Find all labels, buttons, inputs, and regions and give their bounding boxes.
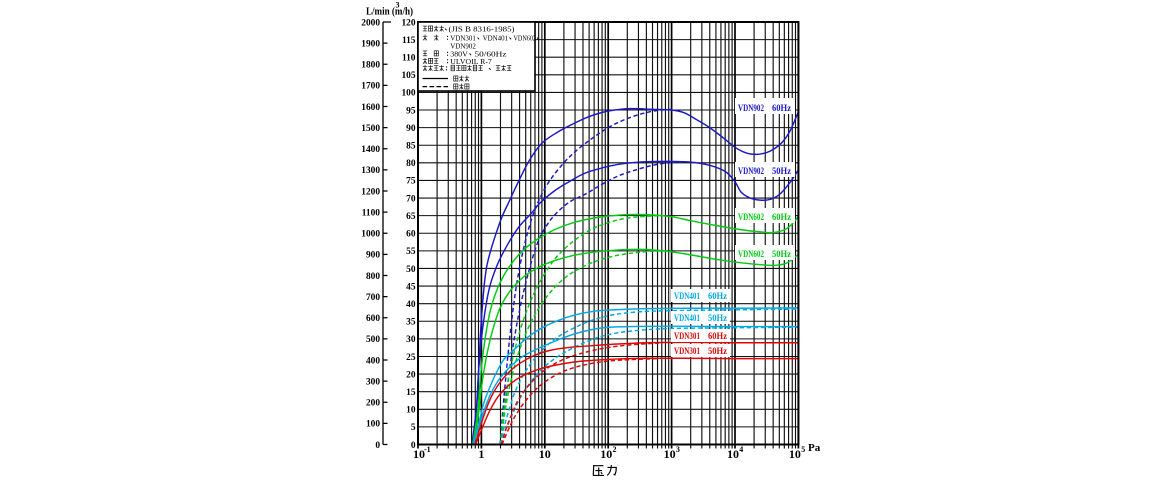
svg-text:80: 80 (406, 159, 416, 169)
svg-text:10: 10 (406, 406, 416, 416)
svg-text:VDN602: VDN602 (738, 213, 764, 223)
svg-text:1300: 1300 (361, 166, 380, 176)
svg-text:1800: 1800 (361, 61, 380, 71)
svg-text:3: 3 (676, 445, 680, 454)
svg-text:VDN602: VDN602 (514, 35, 537, 43)
svg-text:55: 55 (406, 247, 416, 257)
svg-text:65: 65 (406, 212, 416, 222)
svg-text:50Hz: 50Hz (708, 314, 728, 324)
svg-text:70: 70 (406, 194, 416, 204)
svg-text:0: 0 (411, 441, 416, 451)
svg-text:105: 105 (401, 71, 415, 81)
svg-text:120: 120 (401, 18, 415, 28)
svg-text:60: 60 (406, 230, 416, 240)
svg-text:60Hz: 60Hz (708, 332, 728, 342)
svg-text:25: 25 (406, 353, 416, 363)
svg-text:1400: 1400 (361, 145, 380, 155)
svg-text:VDN902: VDN902 (738, 167, 764, 177)
svg-text:30: 30 (406, 335, 416, 345)
svg-text:75: 75 (406, 177, 416, 187)
svg-text:ULVOIL R-7: ULVOIL R-7 (450, 58, 492, 66)
svg-text:85: 85 (406, 142, 416, 152)
svg-text:(JIS B 8316-1985): (JIS B 8316-1985) (449, 26, 516, 34)
svg-text:-1: -1 (424, 445, 431, 454)
svg-text:60Hz: 60Hz (772, 104, 792, 114)
svg-text:L/min (m/h): L/min (m/h) (366, 7, 413, 18)
svg-text:700: 700 (366, 293, 380, 303)
svg-text:VDN602: VDN602 (738, 250, 764, 260)
svg-text:200: 200 (366, 399, 380, 409)
svg-text:45: 45 (406, 282, 416, 292)
svg-text:300: 300 (366, 377, 380, 387)
svg-text:2: 2 (613, 445, 617, 454)
svg-text:VDN301: VDN301 (674, 347, 700, 357)
svg-text:50Hz: 50Hz (772, 167, 792, 177)
svg-text:10: 10 (664, 447, 676, 461)
svg-text:1700: 1700 (361, 82, 380, 92)
svg-text:1900: 1900 (361, 39, 380, 49)
svg-text:1500: 1500 (361, 124, 380, 134)
svg-text:115: 115 (402, 36, 416, 46)
svg-text:10: 10 (413, 447, 425, 461)
svg-text:5: 5 (801, 445, 805, 454)
svg-text:1000: 1000 (361, 230, 380, 240)
svg-text:400: 400 (366, 356, 380, 366)
svg-text:600: 600 (366, 314, 380, 324)
svg-text:380V: 380V (450, 50, 468, 58)
svg-text:2000: 2000 (361, 18, 380, 28)
svg-text:VDN902: VDN902 (450, 43, 476, 51)
svg-text:100: 100 (366, 420, 380, 430)
svg-text:10: 10 (727, 447, 739, 461)
svg-text:1200: 1200 (361, 187, 380, 197)
svg-text:1600: 1600 (361, 103, 380, 113)
svg-text:40: 40 (406, 300, 416, 310)
svg-text:50/60Hz: 50/60Hz (475, 50, 507, 58)
svg-text:10: 10 (789, 447, 801, 461)
svg-text:60Hz: 60Hz (708, 292, 728, 302)
svg-text:Pa: Pa (808, 442, 821, 454)
svg-text:50Hz: 50Hz (708, 347, 728, 357)
svg-text:500: 500 (366, 335, 380, 345)
svg-text:1100: 1100 (362, 208, 381, 218)
svg-text:0: 0 (375, 441, 380, 451)
svg-text:VDN401: VDN401 (674, 292, 700, 302)
svg-text:VDN301: VDN301 (674, 332, 700, 342)
svg-text:4: 4 (739, 445, 743, 454)
svg-text:90: 90 (406, 124, 416, 134)
svg-text:3: 3 (396, 1, 400, 10)
svg-text:10: 10 (539, 447, 551, 461)
svg-text:900: 900 (366, 251, 380, 261)
svg-text:100: 100 (401, 89, 415, 99)
svg-text:35: 35 (406, 318, 416, 328)
svg-text:VDN401: VDN401 (483, 35, 509, 43)
svg-text:800: 800 (366, 272, 380, 282)
svg-text:20: 20 (406, 370, 416, 380)
svg-text:10: 10 (600, 447, 612, 461)
svg-text:50: 50 (406, 265, 416, 275)
svg-text:VDN401: VDN401 (674, 314, 700, 324)
svg-text:1: 1 (478, 447, 484, 461)
svg-text:VDN301: VDN301 (450, 35, 476, 43)
svg-text:60Hz: 60Hz (772, 213, 792, 223)
svg-text:VDN902: VDN902 (738, 104, 764, 114)
svg-text:110: 110 (402, 54, 416, 64)
svg-text:5: 5 (411, 423, 416, 433)
svg-text:50Hz: 50Hz (772, 250, 792, 260)
svg-text:15: 15 (406, 388, 416, 398)
svg-text:95: 95 (406, 106, 416, 116)
